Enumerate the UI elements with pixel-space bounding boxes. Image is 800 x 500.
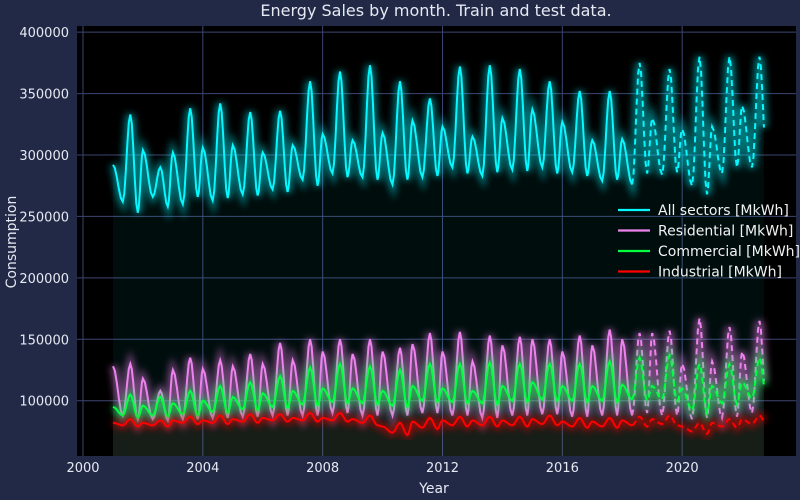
x-axis-title: Year bbox=[418, 481, 449, 497]
legend-label: Residential [MkWh] bbox=[658, 224, 793, 240]
y-tick-label: 350000 bbox=[19, 88, 69, 103]
x-tick-label: 2008 bbox=[306, 461, 339, 476]
y-tick-label: 250000 bbox=[19, 210, 69, 225]
x-tick-label: 2020 bbox=[666, 461, 699, 476]
x-tick-label: 2000 bbox=[66, 461, 99, 476]
y-tick-label: 100000 bbox=[19, 395, 69, 410]
legend: All sectors [MkWh] Residential [MkWh] Comm… bbox=[618, 203, 800, 281]
test-line bbox=[631, 318, 765, 422]
x-tick-label: 2016 bbox=[546, 461, 579, 476]
series-2 bbox=[111, 343, 768, 456]
x-tick-label: 2004 bbox=[186, 461, 219, 476]
test-line bbox=[631, 56, 765, 195]
test-line bbox=[631, 352, 765, 417]
series-3 bbox=[112, 408, 768, 456]
legend-label: All sectors [MkWh] bbox=[658, 203, 789, 219]
y-axis-title: Consumption bbox=[4, 196, 20, 289]
y-axis-ticks: 100000 150000 200000 250000 300000 350000 4000… bbox=[19, 26, 69, 410]
y-tick-label: 200000 bbox=[19, 272, 69, 287]
test-line bbox=[631, 414, 765, 436]
legend-label: Commercial [MkWh] bbox=[658, 244, 800, 260]
x-axis-ticks: 2000 2004 2008 2012 2016 2020 bbox=[66, 461, 698, 476]
train-line bbox=[112, 358, 633, 420]
series-layer bbox=[109, 56, 768, 456]
legend-label: Industrial [MkWh] bbox=[658, 265, 782, 281]
y-tick-label: 400000 bbox=[19, 26, 69, 41]
y-tick-label: 300000 bbox=[19, 149, 69, 164]
train-line bbox=[112, 65, 634, 213]
series-area bbox=[113, 355, 764, 456]
train-line bbox=[112, 411, 633, 437]
y-tick-label: 150000 bbox=[19, 333, 69, 348]
chart-title: Energy Sales by month. Train and test da… bbox=[260, 1, 611, 20]
series-area bbox=[113, 413, 764, 456]
x-tick-label: 2012 bbox=[426, 461, 459, 476]
